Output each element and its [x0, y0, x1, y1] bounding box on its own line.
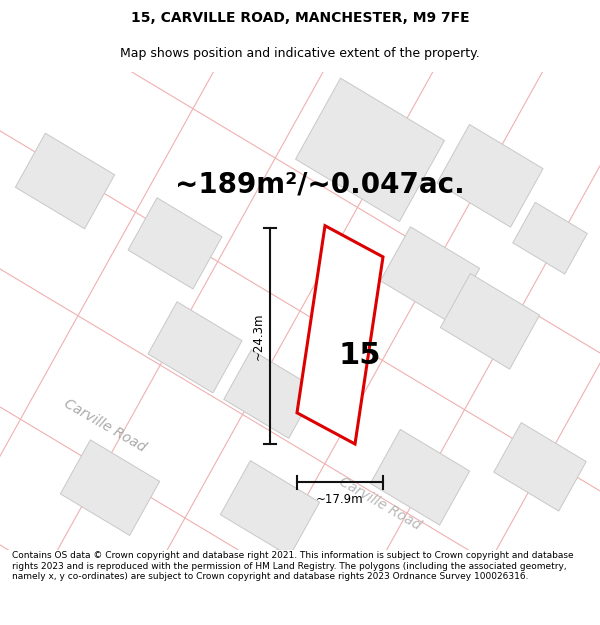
- Text: 15: 15: [339, 341, 381, 370]
- Text: Carville Road: Carville Road: [62, 396, 148, 454]
- Polygon shape: [128, 198, 222, 289]
- Polygon shape: [440, 274, 539, 369]
- Text: 15, CARVILLE ROAD, MANCHESTER, M9 7FE: 15, CARVILLE ROAD, MANCHESTER, M9 7FE: [131, 11, 469, 25]
- Text: ~24.3m: ~24.3m: [251, 312, 265, 359]
- Polygon shape: [494, 422, 586, 511]
- Polygon shape: [220, 461, 320, 556]
- Polygon shape: [148, 302, 242, 393]
- Polygon shape: [61, 440, 160, 536]
- Text: ~17.9m: ~17.9m: [316, 492, 364, 506]
- Polygon shape: [297, 226, 383, 444]
- Text: Carville Road: Carville Road: [337, 474, 424, 532]
- Text: ~189m²/~0.047ac.: ~189m²/~0.047ac.: [175, 170, 465, 198]
- Polygon shape: [296, 78, 445, 221]
- Text: Map shows position and indicative extent of the property.: Map shows position and indicative extent…: [120, 48, 480, 61]
- Polygon shape: [380, 227, 479, 322]
- Polygon shape: [370, 429, 470, 525]
- Text: Contains OS data © Crown copyright and database right 2021. This information is : Contains OS data © Crown copyright and d…: [12, 551, 574, 581]
- Polygon shape: [437, 124, 543, 227]
- Polygon shape: [224, 350, 316, 438]
- Polygon shape: [513, 202, 587, 274]
- Polygon shape: [16, 133, 115, 229]
